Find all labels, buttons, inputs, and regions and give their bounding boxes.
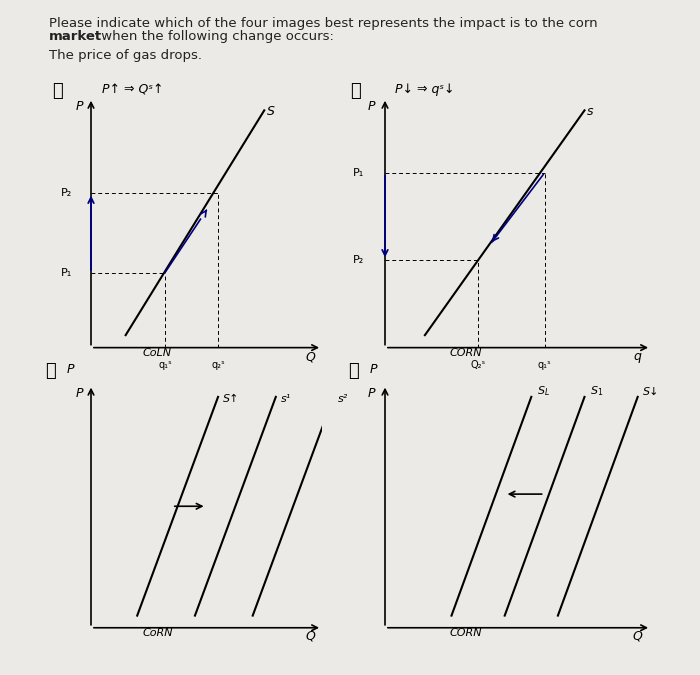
Text: P: P — [368, 387, 375, 400]
Text: Ⓓ: Ⓓ — [349, 362, 359, 380]
Text: s¹: s¹ — [281, 394, 290, 404]
Text: S↑: S↑ — [223, 394, 239, 404]
Text: q: q — [634, 350, 642, 363]
Text: Please indicate which of the four images best represents the impact is to the co: Please indicate which of the four images… — [49, 17, 598, 30]
Text: CoRN: CoRN — [142, 628, 173, 638]
Text: Ⓐ: Ⓐ — [52, 82, 63, 100]
Text: Q₂ˢ: Q₂ˢ — [470, 360, 486, 370]
Text: P₂: P₂ — [353, 255, 364, 265]
Text: P: P — [368, 101, 375, 113]
Text: Ⓑ: Ⓑ — [350, 82, 360, 100]
Text: S↓: S↓ — [643, 387, 659, 396]
Text: s: s — [587, 105, 594, 118]
Text: P: P — [76, 387, 83, 400]
Text: q₂ˢ: q₂ˢ — [211, 360, 225, 370]
Text: when the following change occurs:: when the following change occurs: — [97, 30, 333, 43]
Text: s²: s² — [338, 394, 349, 404]
Text: Ⓒ: Ⓒ — [46, 362, 56, 380]
Text: P↑ ⇒ Qˢ↑: P↑ ⇒ Qˢ↑ — [102, 83, 163, 97]
Text: P₁: P₁ — [62, 268, 73, 277]
Text: Q: Q — [305, 350, 316, 363]
Text: P₁: P₁ — [353, 168, 364, 178]
Text: The price of gas drops.: The price of gas drops. — [49, 49, 202, 61]
Text: P: P — [76, 101, 83, 113]
Text: Q: Q — [305, 630, 316, 643]
Text: q₁ˢ: q₁ˢ — [538, 360, 552, 370]
Text: market: market — [49, 30, 102, 43]
Text: q₁ˢ: q₁ˢ — [158, 360, 172, 370]
Text: CoLN: CoLN — [143, 348, 172, 358]
Text: P₂: P₂ — [62, 188, 73, 198]
Text: $S_1$: $S_1$ — [590, 385, 603, 398]
Text: CORN: CORN — [449, 628, 482, 638]
Text: P↓ ⇒ qˢ↓: P↓ ⇒ qˢ↓ — [395, 83, 455, 97]
Text: S: S — [267, 105, 274, 118]
Text: CORN: CORN — [449, 348, 482, 358]
Text: $S_L$: $S_L$ — [537, 385, 550, 398]
Text: P: P — [66, 363, 74, 377]
Text: P: P — [370, 363, 377, 377]
Text: Q: Q — [633, 630, 643, 643]
